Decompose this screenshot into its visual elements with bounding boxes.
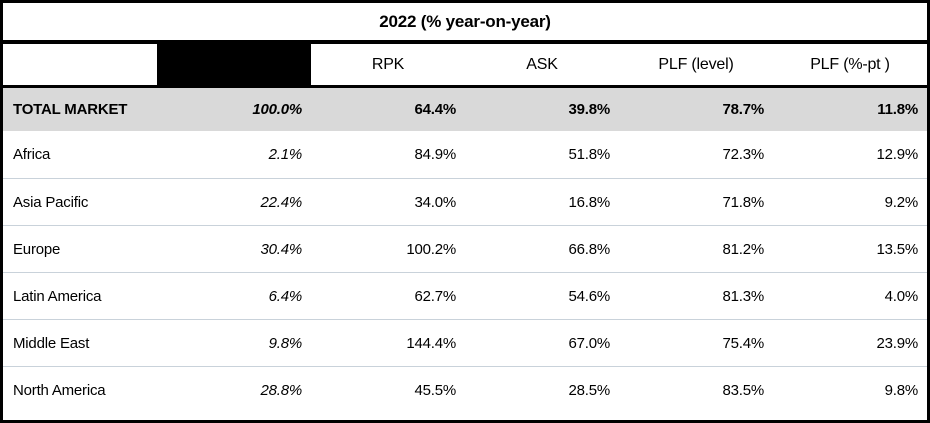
header-row: RPK ASK PLF (level) PLF (%-pt ): [3, 44, 927, 88]
plf-level-cell: 71.8%: [722, 193, 764, 211]
ask-cell: 39.8%: [568, 101, 610, 118]
region-cell: Middle East: [13, 334, 90, 352]
plf-pt-cell: 23.9%: [876, 334, 918, 352]
rpk-cell: 34.0%: [414, 193, 456, 211]
plf-pt-cell: 12.9%: [876, 146, 918, 163]
plf-pt-cell: 11.8%: [877, 101, 918, 118]
share-cell: 30.4%: [260, 240, 302, 258]
rpk-cell: 100.2%: [406, 240, 456, 258]
plf-level-cell: 72.3%: [722, 146, 764, 163]
ask-cell: 51.8%: [568, 146, 610, 163]
ask-cell: 28.5%: [568, 381, 610, 399]
region-cell: Africa: [13, 146, 51, 163]
table-row: North America 28.8% 45.5% 28.5% 83.5% 9.…: [3, 366, 927, 413]
plf-pt-cell: 9.8%: [884, 381, 919, 399]
table-row: Middle East 9.8% 144.4% 67.0% 75.4% 23.9…: [3, 319, 927, 366]
region-cell: Asia Pacific: [13, 193, 89, 211]
header-rpk: RPK: [371, 55, 405, 73]
table-row: Latin America 6.4% 62.7% 54.6% 81.3% 4.0…: [3, 272, 927, 319]
header-ask: ASK: [526, 55, 558, 73]
header-plf-level: PLF (level): [658, 55, 734, 73]
plf-pt-cell: 9.2%: [884, 193, 919, 211]
share-cell: 22.4%: [260, 193, 302, 211]
rpk-cell: 64.4%: [414, 101, 456, 118]
ask-cell: 54.6%: [568, 287, 610, 305]
table-row: Europe 30.4% 100.2% 66.8% 81.2% 13.5%: [3, 225, 927, 272]
total-market-row: TOTAL MARKET 100.0% 64.4% 39.8% 78.7% 11…: [3, 88, 927, 131]
ask-cell: 16.8%: [568, 193, 610, 211]
plf-level-cell: 83.5%: [722, 381, 764, 399]
redacted-cell: [157, 44, 311, 85]
plf-pt-cell: 13.5%: [876, 240, 918, 258]
plf-pt-cell: 4.0%: [884, 287, 919, 305]
region-cell: TOTAL MARKET: [13, 101, 128, 118]
rpk-cell: 144.4%: [406, 334, 456, 352]
plf-level-cell: 81.2%: [722, 240, 764, 258]
share-cell: 2.1%: [268, 146, 303, 163]
plf-level-cell: 75.4%: [722, 334, 764, 352]
region-cell: Europe: [13, 240, 61, 258]
rpk-cell: 45.5%: [414, 381, 456, 399]
rpk-cell: 84.9%: [414, 146, 456, 163]
header-region-blank: [3, 44, 157, 85]
share-cell: 6.4%: [268, 287, 303, 305]
ask-cell: 67.0%: [568, 334, 610, 352]
plf-level-cell: 81.3%: [722, 287, 764, 305]
table-title: 2022 (% year-on-year): [3, 3, 927, 44]
region-cell: North America: [13, 381, 106, 399]
table-row: Africa 2.1% 84.9% 51.8% 72.3% 12.9%: [3, 131, 927, 178]
region-cell: Latin America: [13, 287, 102, 305]
table-row: Asia Pacific 22.4% 34.0% 16.8% 71.8% 9.2…: [3, 178, 927, 225]
share-cell: 9.8%: [268, 334, 303, 352]
plf-level-cell: 78.7%: [722, 101, 764, 118]
share-cell: 100.0%: [252, 101, 302, 118]
header-plf-pt: PLF (%-pt ): [810, 55, 890, 73]
rpk-cell: 62.7%: [414, 287, 456, 305]
share-cell: 28.8%: [260, 381, 302, 399]
ask-cell: 66.8%: [568, 240, 610, 258]
